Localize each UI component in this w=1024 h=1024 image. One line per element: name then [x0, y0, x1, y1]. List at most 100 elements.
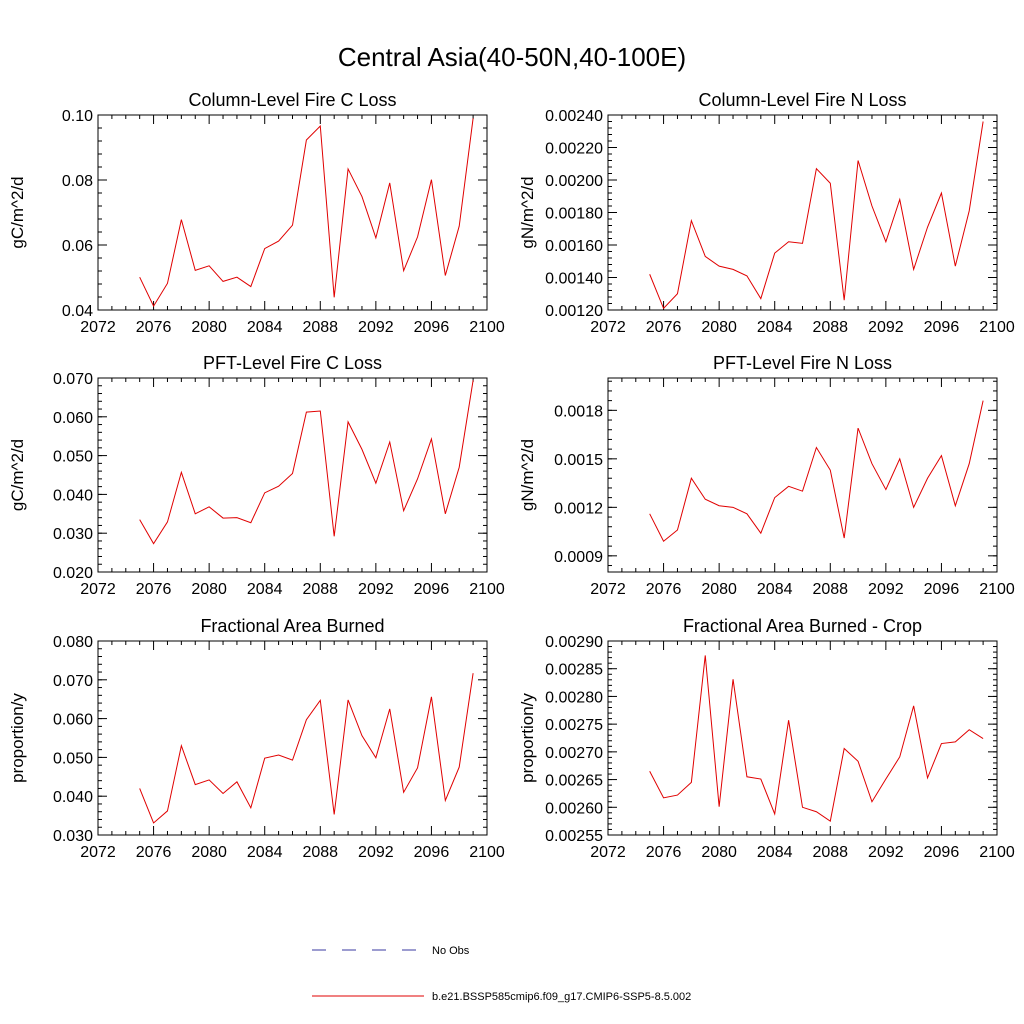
y-tick-label: 0.08	[62, 173, 93, 190]
y-tick-label: 0.00285	[545, 662, 603, 679]
x-tick-label: 2076	[646, 319, 682, 336]
panel-title: PFT-Level Fire C Loss	[203, 353, 382, 373]
y-axis-label: proportion/y	[518, 693, 537, 783]
figure-title: Central Asia(40-50N,40-100E)	[338, 42, 686, 72]
x-tick-label: 2072	[80, 844, 116, 861]
y-tick-label: 0.00160	[545, 238, 603, 255]
x-tick-label: 2084	[247, 844, 283, 861]
series-line	[649, 655, 984, 822]
x-tick-label: 2072	[80, 319, 116, 336]
y-tick-label: 0.020	[53, 565, 93, 582]
x-tick-label: 2072	[590, 319, 626, 336]
x-tick-label: 2072	[590, 844, 626, 861]
y-tick-label: 0.00120	[545, 303, 603, 320]
x-tick-label: 2076	[646, 581, 682, 598]
y-tick-label: 0.04	[62, 303, 93, 320]
y-tick-label: 0.00200	[545, 173, 603, 190]
y-tick-label: 0.040	[53, 789, 93, 806]
y-tick-label: 0.10	[62, 108, 93, 125]
x-tick-label: 2084	[757, 319, 793, 336]
x-tick-label: 2096	[924, 844, 960, 861]
legend: No Obs b.e21.BSSP585cmip6.f09_g17.CMIP6-S…	[312, 945, 691, 1003]
x-tick-label: 2096	[414, 581, 450, 598]
chart-panel: Column-Level Fire N Loss gN/m^2/d 2072 2076…	[518, 90, 1015, 336]
x-tick-label: 2072	[590, 581, 626, 598]
x-tick-label: 2084	[757, 844, 793, 861]
x-tick-label: 2076	[646, 844, 682, 861]
y-tick-label: 0.00140	[545, 271, 603, 288]
series-line	[649, 400, 984, 543]
chart-panel: Fractional Area Burned - Crop proportion/…	[518, 616, 1015, 861]
x-tick-label: 2100	[469, 844, 505, 861]
x-tick-label: 2080	[701, 844, 737, 861]
plot-frame	[97, 377, 488, 573]
x-tick-label: 2080	[701, 319, 737, 336]
y-tick-label: 0.00270	[545, 745, 603, 762]
panel-title: Fractional Area Burned	[200, 616, 384, 636]
plot-frame	[97, 640, 488, 836]
panel-title: Fractional Area Burned - Crop	[683, 616, 922, 636]
y-tick-label: 0.00240	[545, 108, 603, 125]
chart-panel: Fractional Area Burned proportion/y 2072 20…	[8, 616, 505, 861]
plot-frame	[607, 377, 998, 573]
y-tick-label: 0.00260	[545, 800, 603, 817]
x-tick-label: 2076	[136, 581, 172, 598]
x-tick-label: 2096	[414, 844, 450, 861]
y-tick-label: 0.0009	[554, 549, 603, 566]
y-tick-label: 0.00280	[545, 689, 603, 706]
panel-title: Column-Level Fire N Loss	[698, 90, 906, 110]
x-tick-label: 2088	[812, 581, 848, 598]
series-line	[649, 121, 984, 310]
x-tick-label: 2084	[247, 581, 283, 598]
x-tick-label: 2100	[469, 581, 505, 598]
x-tick-label: 2096	[414, 319, 450, 336]
panel-title: Column-Level Fire C Loss	[188, 90, 396, 110]
x-tick-label: 2080	[191, 581, 227, 598]
y-tick-label: 0.070	[53, 673, 93, 690]
series-line	[139, 380, 474, 545]
x-tick-label: 2084	[757, 581, 793, 598]
y-axis-label: gN/m^2/d	[518, 176, 537, 248]
legend-label: b.e21.BSSP585cmip6.f09_g17.CMIP6-SSP5-8.…	[432, 991, 691, 1003]
x-tick-label: 2092	[358, 581, 394, 598]
chart-panel: PFT-Level Fire N Loss gN/m^2/d 2072 2076 208…	[518, 353, 1015, 598]
x-tick-label: 2096	[924, 581, 960, 598]
y-tick-label: 0.00265	[545, 773, 603, 790]
y-tick-label: 0.06	[62, 238, 93, 255]
x-tick-label: 2072	[80, 581, 116, 598]
x-tick-label: 2088	[812, 844, 848, 861]
x-tick-label: 2088	[302, 844, 338, 861]
x-tick-label: 2100	[979, 844, 1015, 861]
x-tick-label: 2092	[358, 319, 394, 336]
x-tick-label: 2080	[191, 319, 227, 336]
series-line	[139, 118, 474, 308]
y-axis-label: gC/m^2/d	[8, 176, 27, 248]
y-tick-label: 0.00290	[545, 634, 603, 651]
x-tick-label: 2092	[358, 844, 394, 861]
y-axis-label: gN/m^2/d	[518, 439, 537, 511]
y-tick-label: 0.0015	[554, 452, 603, 469]
x-tick-label: 2100	[979, 319, 1015, 336]
x-tick-label: 2096	[924, 319, 960, 336]
x-tick-label: 2092	[868, 581, 904, 598]
y-tick-label: 0.0012	[554, 500, 603, 517]
x-tick-label: 2080	[701, 581, 737, 598]
x-tick-label: 2100	[469, 319, 505, 336]
y-tick-label: 0.050	[53, 750, 93, 767]
y-tick-label: 0.040	[53, 487, 93, 504]
series-line	[139, 673, 474, 824]
chart-panels: Column-Level Fire C Loss gC/m^2/d 2072 2076…	[8, 90, 1015, 861]
panel-title: PFT-Level Fire N Loss	[713, 353, 892, 373]
y-tick-label: 0.070	[53, 371, 93, 388]
y-tick-label: 0.00275	[545, 717, 603, 734]
x-tick-label: 2088	[302, 581, 338, 598]
y-tick-label: 0.080	[53, 634, 93, 651]
chart-panel: PFT-Level Fire C Loss gC/m^2/d 2072 2076 208…	[8, 353, 505, 598]
x-tick-label: 2076	[136, 844, 172, 861]
plot-frame	[97, 114, 488, 311]
x-tick-label: 2080	[191, 844, 227, 861]
y-axis-label: proportion/y	[8, 693, 27, 783]
y-tick-label: 0.00255	[545, 828, 603, 845]
y-tick-label: 0.00180	[545, 206, 603, 223]
x-tick-label: 2100	[979, 581, 1015, 598]
